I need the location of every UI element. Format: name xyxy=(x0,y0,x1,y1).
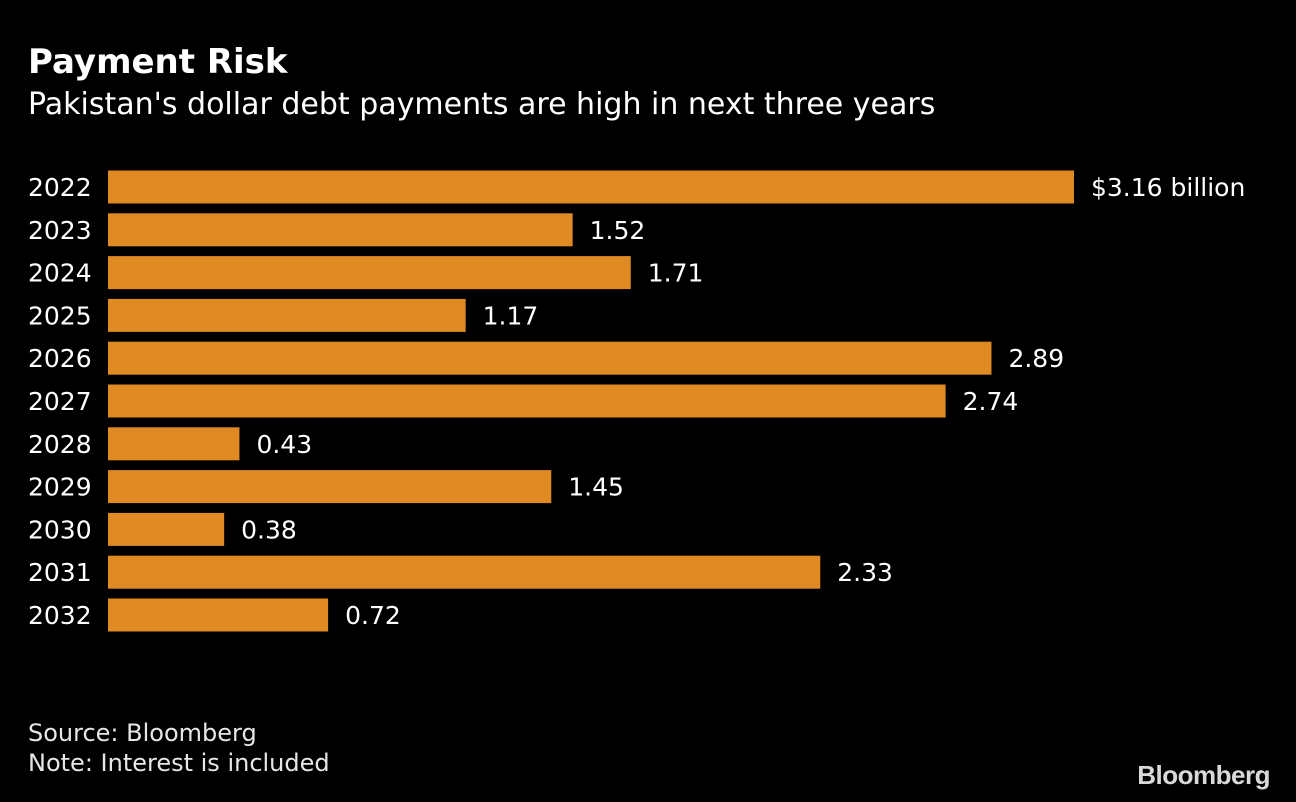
bar-2032 xyxy=(108,598,329,632)
category-label: 2022 xyxy=(28,173,92,202)
bar-2025 xyxy=(108,298,466,332)
chart-title: Payment Risk xyxy=(28,42,288,82)
value-label: 0.38 xyxy=(241,515,297,544)
chart-subtitle: Pakistan's dollar debt payments are high… xyxy=(28,87,936,122)
bar-2027 xyxy=(108,384,946,418)
bar-2022 xyxy=(108,170,1074,204)
value-label: 1.52 xyxy=(590,216,646,245)
category-label: 2024 xyxy=(28,259,92,288)
bloomberg-logo: Bloomberg xyxy=(1137,760,1270,790)
value-label: 1.17 xyxy=(483,301,539,330)
category-label: 2032 xyxy=(28,601,92,630)
value-label: 2.74 xyxy=(963,387,1019,416)
category-label: 2029 xyxy=(28,473,92,502)
bar-2031 xyxy=(108,555,821,589)
category-label: 2027 xyxy=(28,387,92,416)
bar-2028 xyxy=(108,427,240,461)
bar-chart: 2022 $3.16 billion 2023 1.52 2024 1.71 2025 1.1… xyxy=(28,170,1245,632)
value-label: 1.71 xyxy=(648,259,704,288)
bar-2029 xyxy=(108,470,552,504)
value-label: 0.72 xyxy=(345,601,401,630)
value-label: 2.33 xyxy=(837,558,893,587)
category-label: 2025 xyxy=(28,301,92,330)
category-label: 2031 xyxy=(28,558,92,587)
value-label: 1.45 xyxy=(568,473,624,502)
source-note: Source: Bloomberg xyxy=(28,719,257,747)
value-label: 2.89 xyxy=(1008,344,1064,373)
value-label: $3.16 billion xyxy=(1091,173,1245,202)
category-label: 2026 xyxy=(28,344,92,373)
category-label: 2023 xyxy=(28,216,92,245)
bar-2023 xyxy=(108,213,573,247)
bar-2026 xyxy=(108,341,992,375)
category-label: 2028 xyxy=(28,430,92,459)
bar-2024 xyxy=(108,256,631,290)
bar-2030 xyxy=(108,512,225,546)
footnote: Note: Interest is included xyxy=(28,749,330,777)
category-label: 2030 xyxy=(28,515,92,544)
value-label: 0.43 xyxy=(256,430,312,459)
